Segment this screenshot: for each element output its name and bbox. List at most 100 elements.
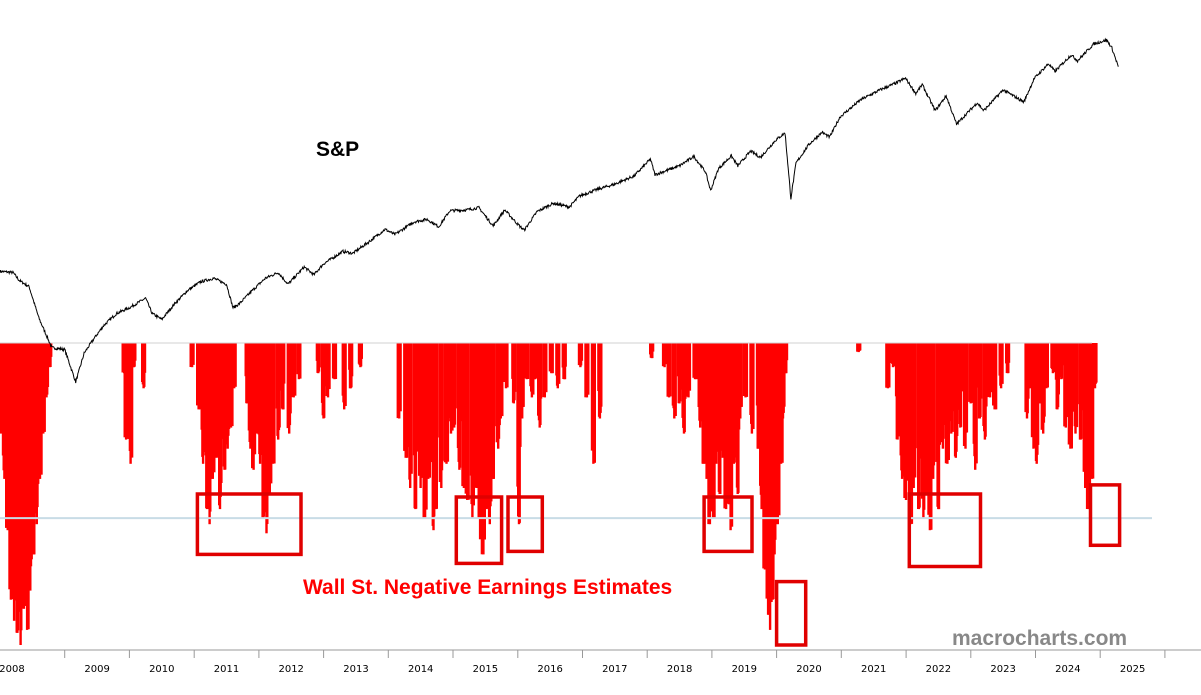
neg-estimate-bar (399, 343, 402, 412)
x-tick-label: 2021 (861, 664, 886, 675)
x-tick-label: 2020 (796, 664, 821, 675)
neg-estimate-bar (580, 343, 584, 361)
x-tick-label: 2014 (408, 664, 433, 675)
sp-price-line (0, 37, 1119, 384)
neg-estimate-bar (684, 343, 687, 399)
neg-estimate-bar (914, 343, 917, 478)
neg-estimate-bar (785, 343, 789, 361)
x-tick-label: 2008 (0, 664, 25, 675)
neg-estimate-bar (506, 343, 509, 388)
neg-estimate-bar (674, 343, 677, 416)
x-tick-label: 2024 (1055, 664, 1080, 675)
neg-estimate-bar (323, 343, 327, 387)
x-tick-label: 2016 (537, 664, 562, 675)
neg-estimate-bar (1080, 343, 1084, 411)
neg-estimate-bar (514, 343, 517, 392)
neg-estimate-bar (535, 343, 538, 370)
watermark: macrocharts.com (952, 627, 1128, 650)
neg-estimate-bar (679, 343, 683, 390)
neg-estimate-bar (493, 343, 496, 427)
neg-estimate-bar (350, 343, 354, 377)
neg-estimate-bar (294, 343, 297, 396)
neg-estimate-bar (410, 343, 413, 474)
neg-estimate-bar (220, 343, 223, 483)
neg-estimate-bar (545, 343, 548, 393)
neg-estimate-bar (970, 343, 974, 403)
neg-estimate-bar (441, 343, 444, 461)
neg-estimate-bar (933, 343, 936, 462)
neg-estimate-bar (783, 343, 786, 407)
neg-estimate-bar (965, 343, 969, 433)
neg-estimate-bar (459, 343, 462, 422)
x-tick-label: 2011 (214, 664, 239, 675)
neg-estimate-bar (745, 343, 749, 397)
neg-estimate-bar (695, 343, 698, 380)
neg-estimate-bar (472, 343, 475, 506)
neg-estimate-bar (980, 343, 983, 399)
neg-estimate-bar (501, 343, 504, 417)
neg-estimate-bar (1095, 343, 1098, 383)
neg-estimate-bar (405, 343, 409, 458)
x-tick-label: 2009 (84, 664, 109, 675)
highlight-box (907, 492, 983, 569)
neg-estimate-bar (897, 343, 901, 418)
neg-estimate-bar (1091, 343, 1095, 479)
neg-estimate-bar (558, 343, 561, 384)
x-axis-ticks: 2008 2009 2010 2011 2012 2013 2014 2015 2016 2017… (0, 650, 1166, 675)
x-tick-label: 2025 (1120, 664, 1145, 675)
x-tick-label: 2010 (149, 664, 174, 675)
x-tick-label: 2018 (667, 664, 692, 675)
neg-estimate-bar (344, 343, 347, 406)
highlight-box (702, 495, 754, 554)
neg-estimate-bar (1007, 343, 1011, 363)
neg-estimate-bar (539, 343, 543, 399)
neg-estimate-bar (415, 343, 418, 452)
highlight-box (506, 495, 545, 554)
neg-estimate-bar (985, 343, 988, 407)
neg-estimate-bar (192, 343, 195, 365)
neg-estimate-bar (551, 343, 554, 374)
neg-estimate-bar (50, 343, 53, 357)
neg-estimate-bar (960, 343, 963, 392)
neg-estimate-bar (143, 343, 147, 373)
x-tick-label: 2022 (926, 664, 951, 675)
neg-estimate-bar (859, 343, 862, 351)
negative-estimates-bars (0, 343, 1098, 645)
x-tick-label: 2017 (602, 664, 627, 675)
highlight-box (1088, 483, 1122, 548)
neg-estimate-bar (664, 343, 668, 363)
highlight-boxes (195, 483, 1122, 647)
neg-estimate-bar (334, 343, 338, 379)
neg-estimate-bar (906, 343, 909, 481)
highlight-box (454, 495, 504, 566)
x-tick-label: 2013 (343, 664, 368, 675)
neg-estimate-bar (1001, 343, 1004, 384)
neg-estimate-bar (1066, 343, 1069, 418)
neg-estimate-bar (975, 343, 978, 464)
negative-estimates-label: Wall St. Negative Earnings Estimates (303, 576, 673, 599)
neg-estimate-bar (1070, 343, 1073, 449)
x-tick-label: 2023 (990, 664, 1015, 675)
neg-estimate-bar (1046, 343, 1049, 388)
highlight-box (774, 579, 808, 647)
neg-estimate-bar (919, 343, 922, 459)
neg-estimate-bar (526, 343, 530, 379)
neg-estimate-bar (593, 343, 596, 463)
neg-estimate-bar (943, 343, 946, 425)
neg-estimate-bar (994, 343, 998, 410)
neg-estimate-bar (688, 343, 692, 391)
neg-estimate-bar (669, 343, 672, 397)
neg-estimate-bar (1061, 343, 1064, 366)
neg-estimate-bar (198, 343, 202, 410)
neg-estimate-bar (446, 343, 450, 462)
neg-estimate-bar (134, 343, 137, 361)
x-tick-label: 2015 (473, 664, 498, 675)
neg-estimate-bar (752, 343, 755, 429)
neg-estimate-bar (428, 343, 431, 478)
neg-estimate-bar (360, 343, 363, 359)
neg-estimate-bar (951, 343, 954, 432)
neg-estimate-bar (420, 343, 424, 451)
neg-estimate-bar (318, 343, 321, 368)
neg-estimate-bar (522, 343, 525, 407)
